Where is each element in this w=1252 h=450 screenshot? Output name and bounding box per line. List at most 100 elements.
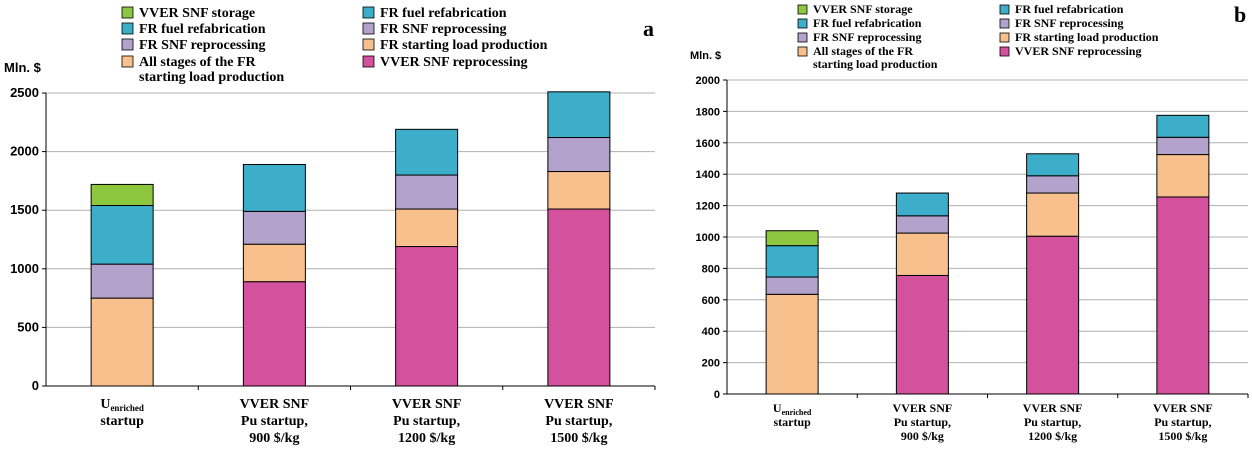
legend-label: VVER SNF reprocessing — [1015, 44, 1141, 58]
y-tick-label: 1400 — [696, 169, 720, 181]
bar-segment-vver-snf-reprocessing — [1026, 235, 1080, 395]
legend-swatch — [999, 4, 1010, 15]
bar-segment-vver-snf-storage — [90, 183, 154, 207]
x-category-label-line-1: Pu startup, — [545, 414, 612, 429]
bar-segment-fr-snf-reprocessing — [765, 276, 819, 295]
bar-segment-fr-snf-reprocessing — [1026, 175, 1080, 194]
x-category-label-line-0: Uenriched — [773, 401, 812, 417]
bar-segment-fr-fuel-refabrication — [895, 192, 949, 217]
legend-label: FR starting load production — [380, 38, 548, 53]
bar-segment-fr-snf-reprocessing — [395, 174, 459, 210]
legend-swatch — [121, 6, 134, 19]
bar-segment-fr-snf-reprocessing — [895, 215, 949, 234]
bar-segment-fr-fuel-refabrication — [1026, 153, 1080, 177]
legend-label: FR SNF reprocessing — [813, 30, 921, 44]
bar-segment-fr-fuel-refabrication — [547, 91, 611, 139]
y-tick-label: 400 — [702, 326, 720, 338]
legend-swatch — [797, 4, 808, 15]
bar-segment-fr-starting-load-production — [242, 243, 306, 283]
legend-label: starting load production — [139, 70, 284, 85]
y-tick-label: 2000 — [696, 75, 720, 87]
legend: VVER SNF storage FR fuel refabricationFR … — [797, 2, 1159, 71]
x-category-label-line-1: Pu startup, — [894, 415, 951, 429]
legend-label: VVER SNF reprocessing — [380, 55, 528, 70]
bar-segment-fr-fuel-refabrication — [395, 128, 459, 176]
legend-swatch — [797, 18, 808, 29]
y-tick-label: 1600 — [696, 138, 720, 150]
y-tick-label: 200 — [702, 358, 720, 370]
bar-segment-fr-starting-load-production — [895, 232, 949, 276]
bar-segment-vver-snf-reprocessing — [895, 274, 949, 395]
y-tick-label: 0 — [714, 389, 720, 401]
y-tick-label: 1200 — [696, 201, 720, 213]
y-unit-label: Mln. $ — [4, 60, 42, 75]
legend-swatch — [999, 18, 1010, 29]
y-tick-label: 1000 — [10, 261, 39, 276]
x-category-label-line-2: 900 $/kg — [901, 429, 944, 443]
legend-label: VVER SNF storage — [813, 2, 913, 16]
y-unit-label: Mln. $ — [690, 50, 721, 62]
legend-label: VVER SNF storage — [139, 6, 255, 21]
bar-segment-vver-snf-reprocessing — [547, 208, 611, 387]
bar-segment-fr-fuel-refabrication — [242, 163, 306, 212]
y-tick-label: 2000 — [10, 144, 39, 159]
legend-swatch — [121, 38, 134, 51]
panel-letter: a — [643, 16, 654, 41]
legend-label: starting load production — [813, 57, 938, 71]
legend-label: FR SNF reprocessing — [139, 38, 266, 53]
y-tick-label: 1500 — [10, 202, 39, 217]
y-tick-label: 0 — [32, 378, 39, 393]
panel-letter: b — [1234, 2, 1246, 27]
x-category-label-line-2: 1500 $/kg — [550, 431, 607, 445]
x-category-label-line-0: VVER SNF — [544, 397, 614, 412]
bar-segment-fr-snf-reprocessing — [1156, 136, 1210, 156]
bar-segment-fr-snf-reprocessing — [242, 210, 306, 245]
legend-swatch — [797, 46, 808, 57]
bar-segment-fr-starting-load-production — [765, 293, 819, 395]
legend-label: FR SNF reprocessing — [380, 22, 507, 37]
bar-segment-vver-snf-reprocessing — [1156, 196, 1210, 395]
bar-segment-fr-starting-load-production — [395, 208, 459, 248]
x-category-label-line-0: VVER SNF — [893, 401, 953, 415]
y-tick-label: 600 — [702, 295, 720, 307]
y-tick-label: 1000 — [696, 232, 720, 244]
bar-segment-fr-snf-reprocessing — [90, 263, 154, 299]
bar-segment-vver-snf-reprocessing — [395, 246, 459, 387]
legend-label: FR SNF reprocessing — [1015, 16, 1123, 30]
x-category-label-line-1: startup — [773, 415, 811, 429]
x-category-label-line-1: startup — [100, 414, 144, 429]
x-category-label-line-0: VVER SNF — [1153, 401, 1213, 415]
bar-segment-fr-fuel-refabrication — [765, 245, 819, 278]
legend-swatch — [999, 32, 1010, 43]
y-tick-label: 500 — [17, 319, 39, 334]
legend: VVER SNF storage FR fuel refabricationFR … — [121, 6, 548, 85]
x-category-label-line-2: 900 $/kg — [249, 431, 299, 445]
legend-label: FR fuel refabrication — [380, 6, 507, 21]
legend-swatch — [999, 46, 1010, 57]
legend-swatch — [121, 22, 134, 35]
legend-swatch — [121, 55, 134, 68]
y-tick-label: 800 — [702, 263, 720, 275]
legend-label: FR fuel refabrication — [139, 22, 266, 37]
x-category-label-line-2: 1200 $/kg — [1028, 429, 1077, 443]
x-category-label-line-0: VVER SNF — [392, 397, 462, 412]
legend-swatch — [362, 55, 375, 68]
legend-label: FR fuel refabrication — [1015, 2, 1124, 16]
x-category-label-line-2: 1200 $/kg — [398, 431, 455, 445]
bar-segment-fr-fuel-refabrication — [1156, 114, 1210, 138]
bar-segment-vver-snf-reprocessing — [242, 281, 306, 387]
bar-segment-fr-snf-reprocessing — [547, 137, 611, 173]
legend-label: FR fuel refabrication — [813, 16, 922, 30]
legend-label: All stages of the FR — [139, 55, 257, 70]
x-category-label-line-0: VVER SNF — [1023, 401, 1083, 415]
bar-segment-fr-starting-load-production — [1026, 192, 1080, 237]
y-tick-label: 1800 — [696, 106, 720, 118]
legend-swatch — [362, 22, 375, 35]
bar-segment-fr-starting-load-production — [90, 297, 154, 387]
x-category-label-line-0: Uenriched — [100, 397, 144, 413]
x-category-label-line-1: Pu startup, — [1024, 415, 1081, 429]
legend-swatch — [362, 6, 375, 19]
x-category-label-line-1: Pu startup, — [393, 414, 460, 429]
